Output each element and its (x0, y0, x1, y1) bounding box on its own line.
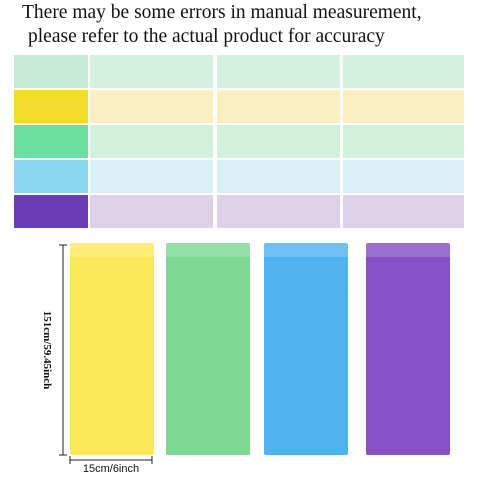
green-band (166, 243, 250, 455)
color-swatch (14, 55, 88, 88)
length-label: 151cm/59.45inch (41, 310, 53, 390)
yellow-band (70, 243, 154, 455)
table-cell (90, 160, 213, 193)
color-swatch (14, 160, 88, 193)
width-label: 15cm/6inch (82, 463, 140, 475)
table-cell (217, 55, 340, 88)
table-cell (90, 90, 213, 123)
table-cell (217, 90, 340, 123)
color-swatch (14, 90, 88, 123)
notice-line: please refer to the actual product for a… (28, 26, 385, 47)
table-cell (90, 195, 213, 228)
table-cell (343, 160, 464, 193)
color-swatch (14, 125, 88, 158)
purple-band (366, 243, 450, 455)
table-cell (217, 195, 340, 228)
table-cell (217, 160, 340, 193)
table-cell (343, 55, 464, 88)
table-cell (343, 125, 464, 158)
color-swatch (14, 195, 88, 228)
table-cell (217, 125, 340, 158)
blue-band (264, 243, 348, 455)
notice-line: There may be some errors in manual measu… (22, 2, 422, 23)
table-cell (343, 195, 464, 228)
table-cell (90, 55, 213, 88)
table-cell (90, 125, 213, 158)
table-cell (343, 90, 464, 123)
